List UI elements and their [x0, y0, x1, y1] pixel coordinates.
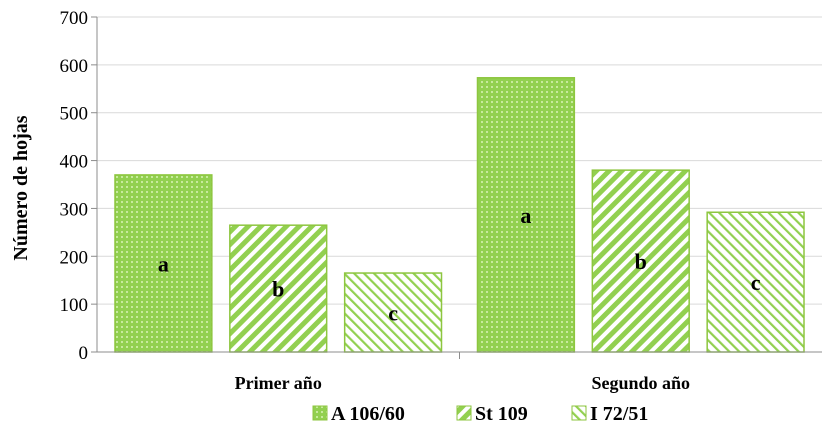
bars [114, 77, 805, 353]
category-label: Primer año [235, 373, 322, 393]
y-tick-label: 400 [60, 152, 89, 173]
category-label: Segundo año [591, 373, 690, 393]
bar-data-label: c [751, 270, 761, 295]
y-tick-label: 300 [60, 199, 89, 220]
bar-labels: a a b b c c [158, 203, 761, 326]
legend-label: St 109 [475, 403, 528, 425]
y-tick-label: 500 [60, 104, 89, 125]
bar-data-label: c [388, 301, 398, 326]
legend-swatch [571, 405, 587, 421]
bar-data-label: a [520, 203, 531, 228]
bar-a-106-60-1 [114, 174, 213, 353]
bar-data-label: b [635, 249, 647, 274]
category-labels: Primer año Segundo año [235, 373, 690, 393]
y-tick-label: 100 [60, 295, 89, 316]
y-tick-label: 200 [60, 247, 89, 268]
y-tick-label: 700 [60, 8, 89, 29]
legend-label: A 106/60 [331, 403, 405, 425]
bar-data-label: a [158, 251, 169, 276]
legend-label: I 72/51 [590, 403, 648, 425]
y-tick-label: 600 [60, 56, 89, 77]
legend-swatch [312, 405, 328, 421]
y-tick-labels: 0 100 200 300 400 500 600 700 [60, 8, 89, 364]
bar-st-109-2 [591, 169, 690, 353]
gridlines [91, 16, 822, 353]
y-axis-title: Número de hojas [10, 115, 32, 260]
bar-a-106-60-2 [476, 77, 576, 353]
legend: A 106/60 St 109 I 72/51 [312, 403, 648, 425]
bar-data-label: b [272, 277, 284, 302]
bar-st-109-1 [229, 224, 328, 353]
legend-swatch [456, 405, 472, 421]
y-tick-label: 0 [79, 343, 89, 364]
axes [96, 17, 822, 359]
